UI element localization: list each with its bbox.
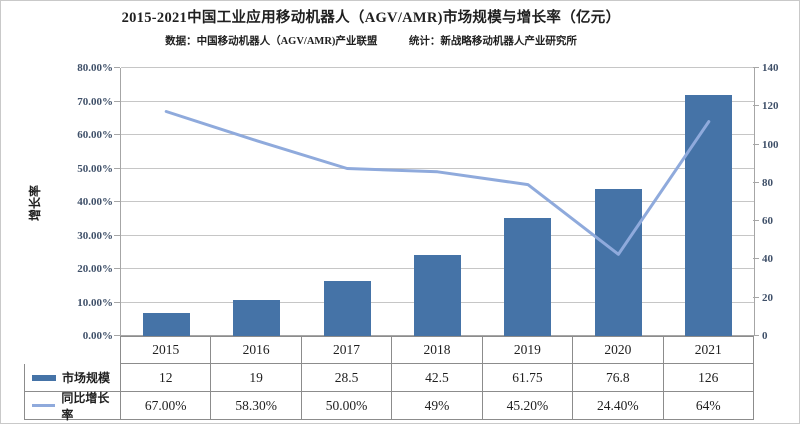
legend-market-size: 市场规模 (24, 364, 120, 392)
left-axis-title: 增长率 (28, 185, 42, 222)
left-axis-tick: 80.00% (77, 62, 113, 74)
left-tick-mark (114, 167, 120, 169)
year-row: 2015 2016 2017 2018 2019 2020 2021 (120, 336, 754, 364)
left-tick-mark (114, 234, 120, 236)
gridline (121, 100, 754, 102)
left-axis-tick: 50.00% (77, 162, 113, 175)
plot-area (120, 67, 755, 336)
right-axis-tick: 80 (762, 176, 773, 189)
series-row-market-size: 市场规模 12 19 28.5 42.5 61.75 76.8 126 (24, 364, 754, 392)
right-tick-mark (753, 220, 759, 222)
legend-label-growth-rate: 同比增长率 (61, 390, 110, 422)
bar-2019 (504, 217, 552, 336)
growth-rate-cell: 49% (391, 392, 482, 420)
gridline (121, 134, 754, 135)
left-tick-mark (114, 134, 120, 135)
market-size-cell: 76.8 (572, 364, 663, 392)
left-axis-tick: 30.00% (77, 229, 113, 242)
right-tick-mark (753, 143, 759, 145)
right-tick-mark (753, 67, 759, 68)
growth-rate-cell: 45.20% (481, 392, 573, 420)
right-tick-mark (753, 296, 759, 298)
legend-growth-rate: 同比增长率 (24, 390, 120, 422)
right-tick-mark (753, 181, 759, 183)
right-axis-tick: 40 (762, 253, 773, 266)
growth-rate-cell: 67.00% (120, 392, 211, 420)
gridline (121, 201, 754, 202)
gridline (121, 234, 754, 236)
bar-2020 (594, 188, 642, 336)
left-axis-tick: 60.00% (77, 129, 113, 141)
year-cell: 2016 (210, 336, 301, 364)
market-size-cell: 12 (120, 364, 211, 392)
right-axis-tick: 120 (762, 100, 779, 113)
year-cell: 2018 (391, 336, 482, 364)
legend-label-market-size: 市场规模 (62, 371, 111, 385)
line-swatch-icon (32, 404, 56, 407)
growth-rate-cell: 50.00% (300, 392, 392, 420)
series-row-growth-rate: 同比增长率 67.00% 58.30% 50.00% 49% 45.20% 24.40% 64… (24, 390, 754, 422)
market-size-cell: 61.75 (481, 364, 573, 392)
left-tick-mark (114, 100, 120, 102)
left-axis-tick: 10.00% (77, 296, 113, 309)
market-size-cell: 19 (210, 364, 301, 392)
growth-rate-cell: 24.40% (572, 392, 663, 420)
chart-subtitle: 数据：中国移动机器人（AGV/AMR)产业联盟 统计：新战略移动机器人产业研究所 (165, 36, 577, 47)
left-axis-tick: 40.00% (77, 196, 113, 208)
left-tick-mark (114, 301, 120, 303)
year-cell: 2015 (120, 336, 211, 364)
growth-rate-polyline (164, 110, 711, 256)
right-axis-tick: 0 (762, 330, 768, 342)
growth-rate-cell: 58.30% (210, 392, 301, 420)
left-tick-mark (114, 67, 120, 68)
bar-swatch-icon (32, 374, 56, 381)
right-tick-mark (753, 258, 759, 260)
left-axis-tick: 0.00% (82, 330, 113, 342)
market-size-cell: 42.5 (391, 364, 482, 392)
chart-title: 2015-2021中国工业应用移动机器人（AGV/AMR)市场规模与增长率（亿元… (121, 10, 621, 26)
market-size-cell: 126 (662, 364, 754, 392)
year-cell: 2020 (572, 336, 663, 364)
year-cell: 2019 (481, 336, 573, 364)
right-axis-tick: 100 (762, 138, 779, 151)
left-tick-mark (114, 335, 120, 336)
year-cell: 2017 (300, 336, 392, 364)
right-axis-tick: 60 (762, 215, 773, 228)
year-cell: 2021 (662, 336, 754, 364)
left-axis-tick: 70.00% (77, 95, 113, 108)
market-size-cell: 28.5 (300, 364, 392, 392)
right-tick-mark (753, 105, 759, 107)
bar-2018 (414, 254, 461, 336)
gridline (121, 67, 754, 68)
bar-2016 (233, 299, 281, 336)
growth-rate-line (164, 110, 711, 256)
gridline (121, 167, 754, 169)
bar-2015 (142, 313, 190, 336)
bar-2021 (685, 94, 733, 336)
left-axis-tick: 20.00% (77, 263, 113, 275)
right-axis-tick: 140 (762, 62, 779, 74)
right-axis-tick: 20 (762, 291, 773, 304)
right-tick-mark (753, 335, 759, 336)
growth-rate-cell: 64% (662, 392, 754, 420)
bar-2017 (323, 281, 371, 336)
left-tick-mark (114, 268, 120, 269)
left-tick-mark (114, 201, 120, 202)
